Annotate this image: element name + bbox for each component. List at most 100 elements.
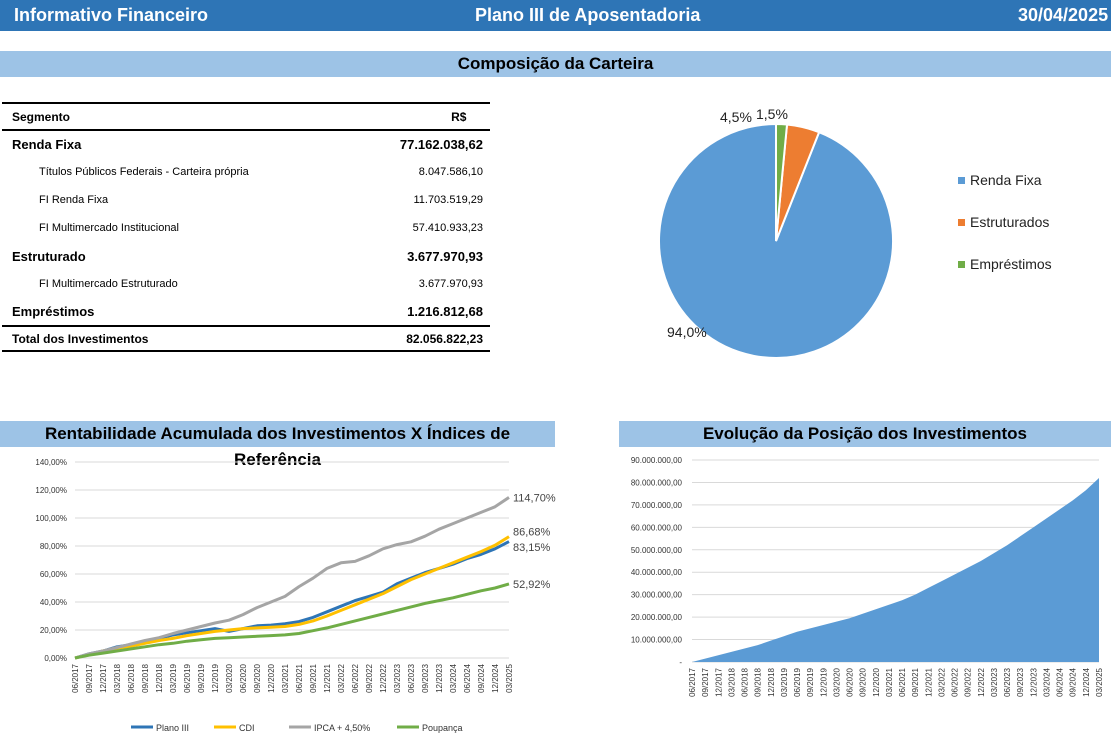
segment-value: 3.677.970,93: [418, 278, 483, 290]
y-tick-label: 90.000.000,00: [631, 456, 683, 465]
y-tick-label: 100,00%: [35, 514, 67, 523]
x-tick-label: 03/2019: [780, 667, 789, 696]
x-tick-label: 03/2025: [505, 663, 514, 692]
table-row: Renda Fixa 77.162.038,62: [2, 130, 490, 158]
x-tick-label: 12/2021: [323, 663, 332, 692]
y-tick-label: 40.000.000,00: [631, 568, 683, 577]
y-tick-label: 20.000.000,00: [631, 613, 683, 622]
segment-label: Empréstimos: [12, 304, 95, 319]
legend-swatch: [958, 261, 965, 268]
total-row: Total dos Investimentos 82.056.822,23: [2, 325, 490, 352]
y-tick-label: 120,00%: [35, 486, 67, 495]
series-line: [74, 535, 510, 660]
x-tick-label: 06/2022: [951, 667, 960, 696]
x-tick-label: 03/2025: [1095, 667, 1104, 696]
series-end-label: 83,15%: [513, 542, 551, 554]
x-tick-label: 09/2019: [806, 667, 815, 696]
legend-label: Renda Fixa: [970, 172, 1042, 188]
x-tick-label: 06/2019: [183, 663, 192, 692]
x-tick-label: 09/2020: [253, 663, 262, 692]
x-tick-label: 12/2017: [99, 663, 108, 692]
x-tick-label: 06/2021: [295, 663, 304, 692]
table-header: Segmento R$: [2, 102, 490, 131]
position-area-chart: - 10.000.000,00 20.000.000,00 30.000.000,00…: [631, 456, 1104, 697]
x-tick-label: 12/2019: [211, 663, 220, 692]
y-tick-label: 20,00%: [40, 626, 67, 635]
table-row: Estruturado 3.677.970,93: [2, 242, 490, 270]
segment-value: 11.703.519,29: [413, 194, 483, 206]
y-tick-label: 30.000.000,00: [631, 591, 683, 600]
x-tick-label: 06/2024: [463, 663, 472, 692]
x-tick-label: 09/2024: [477, 663, 486, 692]
y-tick-label: 80,00%: [40, 542, 67, 551]
x-tick-label: 03/2023: [990, 667, 999, 696]
x-tick-label: 12/2024: [491, 663, 500, 692]
x-tick-label: 09/2019: [197, 663, 206, 692]
x-tick-label: 03/2023: [393, 663, 402, 692]
pie-data-label: 94,0%: [667, 324, 707, 340]
x-tick-label: 09/2018: [141, 663, 150, 692]
legend-label: Plano III: [156, 723, 189, 733]
table-row: FI Renda Fixa 11.703.519,29: [2, 186, 490, 214]
total-value: 82.056.822,23: [314, 325, 490, 352]
table-row: Títulos Públicos Federais - Carteira pró…: [2, 158, 490, 186]
x-tick-label: 12/2024: [1082, 667, 1091, 696]
x-tick-label: 12/2023: [435, 663, 444, 692]
series-end-label: 114,70%: [513, 492, 556, 504]
x-tick-label: 06/2018: [741, 667, 750, 696]
report-date: 30/04/2025: [1018, 5, 1109, 25]
header-bar: Informativo Financeiro Plano III de Apos…: [0, 0, 1111, 31]
y-tick-label: 0,00%: [44, 654, 67, 663]
x-tick-label: 09/2021: [309, 663, 318, 692]
col-value: R$: [314, 102, 490, 131]
legend-label: CDI: [239, 723, 255, 733]
x-tick-label: 03/2021: [885, 667, 894, 696]
x-tick-label: 09/2022: [964, 667, 973, 696]
x-tick-label: 09/2021: [911, 667, 920, 696]
x-tick-label: 06/2023: [407, 663, 416, 692]
y-tick-label: -: [679, 658, 682, 667]
x-tick-label: 12/2022: [379, 663, 388, 692]
col-segment: Segmento: [2, 102, 315, 131]
composition-pie-chart: 94,0% 4,5% 1,5% Renda Fixa Estruturados Empré…: [658, 106, 1052, 359]
series-line: [74, 496, 510, 660]
x-tick-label: 06/2023: [1003, 667, 1012, 696]
pie-data-label: 4,5%: [720, 109, 752, 125]
y-tick-label: 60.000.000,00: [631, 523, 683, 532]
series-end-label: 86,68%: [513, 527, 551, 539]
x-tick-label: 03/2019: [169, 663, 178, 692]
x-tick-label: 03/2018: [727, 667, 736, 696]
x-tick-label: 03/2022: [337, 663, 346, 692]
segment-value: 77.162.038,62: [399, 137, 483, 152]
pie-data-label: 1,5%: [756, 106, 788, 122]
segment-label: FI Multimercado Institucional: [39, 222, 179, 234]
legend-label: Poupança: [422, 723, 463, 733]
returns-banner: Rentabilidade Acumulada dos Investimento…: [0, 421, 555, 469]
segment-value: 8.047.586,10: [418, 166, 483, 178]
segment-label: Estruturado: [12, 248, 86, 264]
x-tick-label: 06/2017: [688, 667, 697, 696]
x-tick-label: 03/2020: [832, 667, 841, 696]
segment-label: Títulos Públicos Federais - Carteira pró…: [39, 166, 249, 178]
y-tick-label: 50.000.000,00: [631, 546, 683, 555]
x-tick-label: 09/2020: [859, 667, 868, 696]
x-tick-label: 12/2017: [714, 667, 723, 696]
table-row: Empréstimos 1.216.812,68: [2, 298, 490, 326]
x-tick-label: 09/2017: [85, 663, 94, 692]
x-tick-label: 12/2021: [924, 667, 933, 696]
x-tick-label: 06/2020: [846, 667, 855, 696]
x-tick-label: 06/2024: [1056, 667, 1065, 696]
x-tick-label: 03/2020: [225, 663, 234, 692]
y-tick-label: 80.000.000,00: [631, 478, 683, 487]
pie-slice: [775, 122, 789, 242]
area-fill: [692, 477, 1099, 662]
segment-value: 3.677.970,93: [407, 248, 483, 264]
x-tick-label: 03/2022: [937, 667, 946, 696]
series-line: [74, 582, 510, 660]
composition-banner: Composição da Carteira: [0, 51, 1111, 77]
segment-label: FI Renda Fixa: [39, 194, 109, 206]
x-tick-label: 06/2018: [127, 663, 136, 692]
x-tick-label: 09/2017: [701, 667, 710, 696]
composition-table: Segmento R$ Renda Fixa 77.162.038,62 Títul…: [2, 102, 490, 352]
x-tick-label: 03/2024: [449, 663, 458, 692]
